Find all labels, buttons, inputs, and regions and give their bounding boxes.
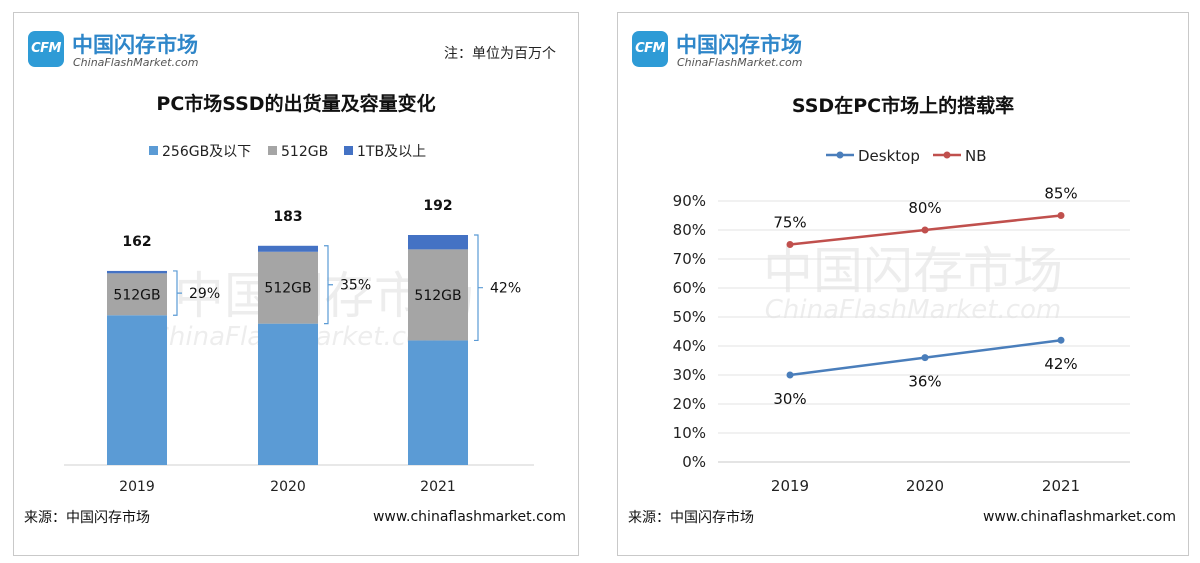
logo-english-text: ChinaFlashMarket.com	[73, 56, 199, 69]
bar-segment	[408, 249, 468, 341]
bar-segment	[408, 340, 468, 465]
data-point	[786, 241, 794, 248]
watermark-cn: 中国闪存市场	[763, 242, 1063, 300]
y-tick-label: 20%	[673, 395, 706, 413]
data-point	[786, 371, 794, 379]
right-chart-panel: CFM 中国闪存市场 ChinaFlashMarket.com SSD在PC市场…	[617, 12, 1189, 556]
share-bracket	[474, 234, 483, 342]
legend-label: Desktop	[858, 147, 920, 165]
y-tick-label: 70%	[673, 250, 706, 268]
data-point	[921, 354, 929, 362]
legend-label: 1TB及以上	[357, 144, 426, 160]
bar-segment	[107, 270, 167, 274]
share-label: 42%	[490, 281, 521, 297]
x-tick-label: 2021	[1042, 477, 1080, 495]
chart-title: PC市场SSD的出货量及容量变化	[156, 93, 436, 115]
bar-segment	[107, 273, 167, 316]
data-label: 36%	[908, 373, 941, 391]
share-label: 29%	[189, 286, 220, 302]
bar-segment	[258, 245, 318, 252]
segment-label: 512GB	[414, 288, 461, 304]
unit-note: 注：单位为百万个	[444, 46, 556, 62]
source-label: 来源：中国闪存市场	[24, 510, 150, 526]
source-url[interactable]: www.chinaflashmarket.com	[372, 509, 566, 525]
total-label: 183	[273, 209, 302, 225]
x-tick-label: 2021	[420, 479, 456, 495]
legend-label: 256GB及以下	[162, 144, 251, 160]
segment-label: 512GB	[113, 287, 160, 303]
y-tick-label: 90%	[673, 192, 706, 210]
share-bracket	[173, 270, 182, 316]
logo-chinese-text: 中国闪存市场	[72, 33, 198, 57]
y-tick-label: 80%	[673, 221, 706, 239]
source-url[interactable]: www.chinaflashmarket.com	[982, 509, 1176, 525]
chart-title: SSD在PC市场上的搭载率	[791, 95, 1015, 117]
data-label: 80%	[908, 199, 941, 217]
bar-segment	[258, 323, 318, 465]
watermark-en: ChinaFlashMarket.com	[765, 295, 1062, 325]
data-label: 42%	[1044, 355, 1077, 373]
x-tick-label: 2020	[270, 479, 306, 495]
y-tick-label: 60%	[673, 279, 706, 297]
data-point	[921, 226, 929, 234]
stacked-bar-chart: 中国闪存市场ChinaFlashMarket.com256GB及以下512GB1…	[64, 144, 534, 495]
legend-label: NB	[965, 147, 987, 165]
data-label: 85%	[1044, 185, 1077, 203]
data-point	[1057, 336, 1065, 344]
y-tick-label: 0%	[682, 453, 706, 471]
data-label: 75%	[773, 214, 806, 232]
share-bracket	[324, 245, 333, 325]
y-tick-label: 40%	[673, 337, 706, 355]
y-tick-label: 30%	[673, 366, 706, 384]
bar-segment	[408, 235, 468, 250]
left-chart-panel: CFM 中国闪存市场 ChinaFlashMarket.com 注：单位为百万个…	[13, 12, 579, 556]
share-label: 35%	[340, 278, 371, 294]
legend-label: 512GB	[281, 144, 328, 160]
bar-segment	[107, 315, 167, 465]
legend-swatch	[344, 146, 353, 155]
total-label: 162	[122, 234, 151, 250]
legend-swatch	[268, 146, 277, 155]
x-tick-label: 2020	[906, 477, 944, 495]
y-tick-label: 10%	[673, 424, 706, 442]
x-tick-label: 2019	[771, 477, 809, 495]
legend-marker	[943, 151, 951, 159]
cfm-logo-badge: CFM	[632, 31, 668, 67]
logo-english-text: ChinaFlashMarket.com	[677, 56, 803, 69]
data-label: 30%	[773, 390, 806, 408]
source-label: 来源：中国闪存市场	[628, 510, 754, 526]
legend-marker	[836, 151, 844, 159]
bar-segment	[258, 251, 318, 324]
segment-label: 512GB	[264, 281, 311, 297]
data-point	[1057, 212, 1065, 219]
legend-swatch	[149, 146, 158, 155]
y-tick-label: 50%	[673, 308, 706, 326]
total-label: 192	[423, 198, 452, 214]
logo-chinese-text: 中国闪存市场	[676, 33, 802, 57]
x-tick-label: 2019	[119, 479, 155, 495]
cfm-logo-badge: CFM	[28, 31, 64, 67]
